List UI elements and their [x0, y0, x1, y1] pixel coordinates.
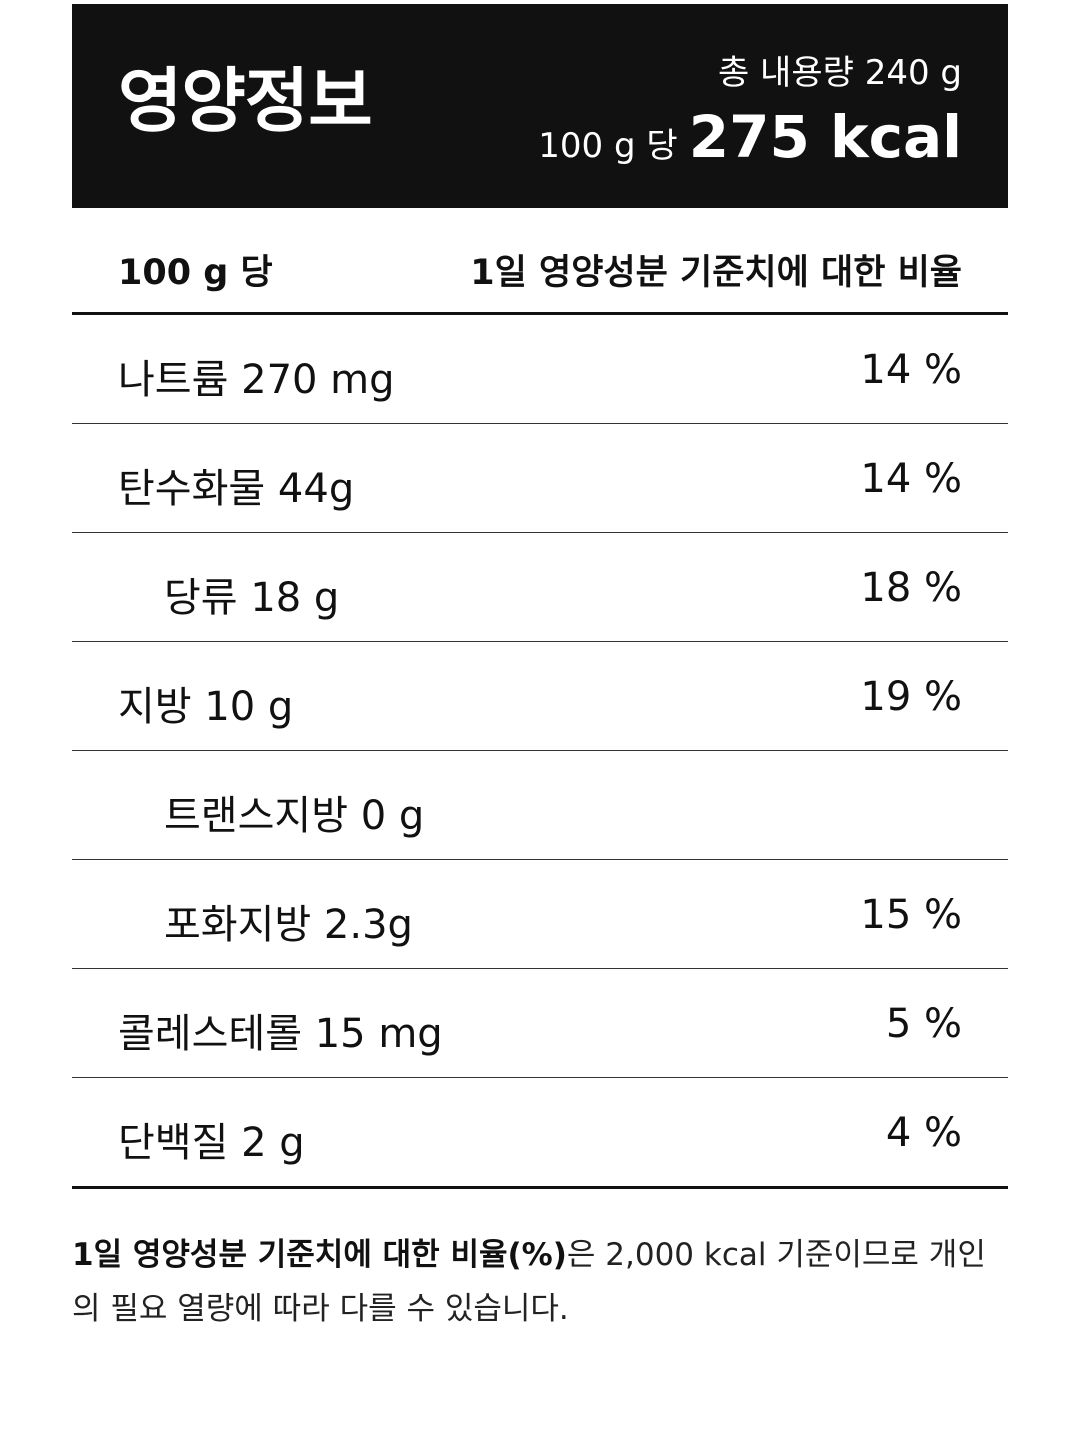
nutrient-percent: 18 %: [860, 565, 962, 611]
nutrient-percent: 19 %: [860, 674, 962, 720]
table-header-right: 1일 영양성분 기준치에 대한 비율: [470, 253, 962, 293]
table-row-cholesterol: 콜레스테롤 15 mg 5 %: [72, 969, 1008, 1078]
nutrient-name: 콜레스테롤 15 mg: [118, 1011, 443, 1057]
table-header: 100 g 당 1일 영양성분 기준치에 대한 비율: [72, 208, 1008, 315]
per-label: 100 g 당: [538, 126, 678, 166]
calories-value: 275 kcal: [688, 103, 962, 171]
footnote: 1일 영양성분 기준치에 대한 비율(%)은 2,000 kcal 기준이므로 …: [72, 1228, 1008, 1336]
nutrition-facts-panel: 영양정보 총 내용량 240 g 100 g 당 275 kcal 100 g …: [72, 4, 1008, 1189]
calories-per-serving: 100 g 당 275 kcal: [538, 108, 962, 166]
nutrient-percent: 4 %: [885, 1110, 962, 1156]
table-row-protein: 단백질 2 g 4 %: [72, 1078, 1008, 1189]
table-row-sugars: 당류 18 g 18 %: [72, 533, 1008, 642]
nutrition-title: 영양정보: [118, 60, 373, 142]
nutrient-name: 단백질 2 g: [118, 1120, 305, 1166]
nutrient-name: 탄수화물 44g: [118, 466, 355, 512]
nutrient-percent: 15 %: [860, 892, 962, 938]
nutrient-name: 나트륨 270 mg: [118, 357, 395, 403]
table-row-saturated-fat: 포화지방 2.3g 15 %: [72, 860, 1008, 969]
footnote-bold: 1일 영양성분 기준치에 대한 비율(%): [72, 1237, 567, 1273]
nutrient-percent: 14 %: [860, 347, 962, 393]
nutrient-name: 포화지방 2.3g: [164, 902, 413, 948]
nutrient-percent: 14 %: [860, 456, 962, 502]
table-row-fat: 지방 10 g 19 %: [72, 642, 1008, 751]
table-row-carbohydrate: 탄수화물 44g 14 %: [72, 424, 1008, 533]
table-row-sodium: 나트륨 270 mg 14 %: [72, 315, 1008, 424]
nutrient-name: 트랜스지방 0 g: [164, 793, 425, 839]
footnote-text: 은 2,000 kcal 기준이므로 개인의 필요 열량에 따라 다를 수 있습…: [72, 1237, 986, 1327]
nutrient-name: 지방 10 g: [118, 684, 294, 730]
table-header-left: 100 g 당: [118, 253, 273, 293]
table-row-trans-fat: 트랜스지방 0 g: [72, 751, 1008, 860]
total-content: 총 내용량 240 g: [717, 53, 962, 93]
nutrient-percent: 5 %: [885, 1001, 962, 1047]
nutrition-header: 영양정보 총 내용량 240 g 100 g 당 275 kcal: [72, 4, 1008, 208]
nutrient-name: 당류 18 g: [164, 575, 340, 621]
